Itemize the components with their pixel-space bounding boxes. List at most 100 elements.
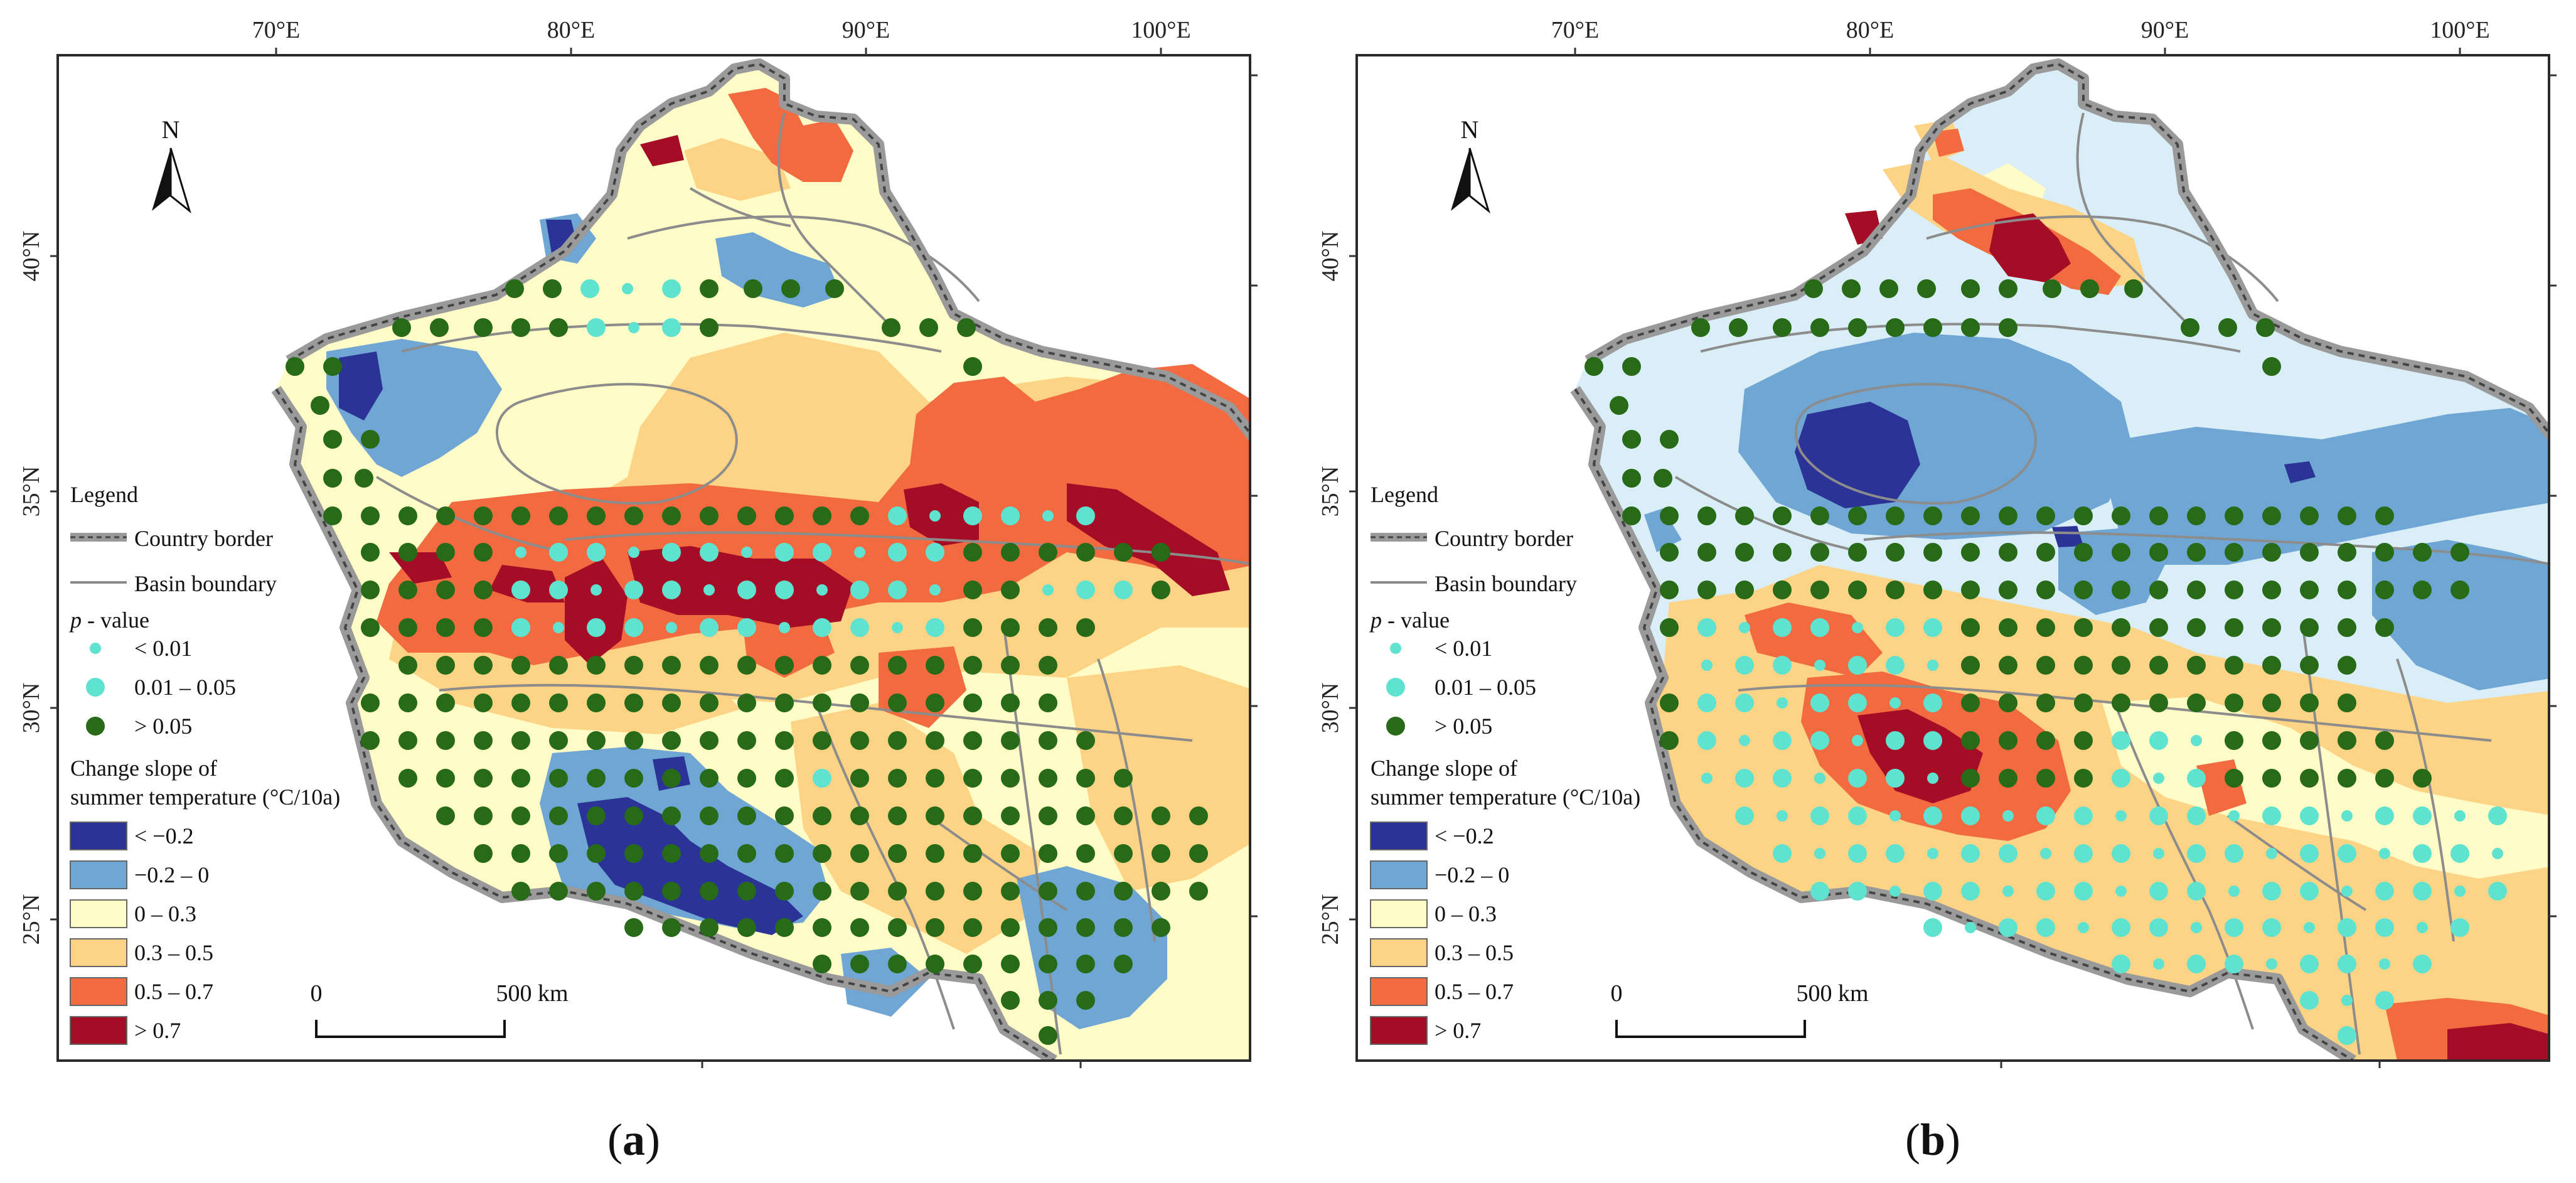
legend-slope-class-label: 0 – 0.3 <box>134 901 196 926</box>
station-point-nonsignificant <box>1810 506 1829 525</box>
station-point-significant <box>1773 844 1792 863</box>
station-point-nonsignificant <box>1923 318 1942 337</box>
station-point-nonsignificant <box>398 543 417 562</box>
station-point-nonsignificant <box>1189 882 1208 901</box>
station-point-nonsignificant <box>511 693 530 712</box>
station-point-nonsignificant <box>963 955 982 973</box>
station-point-nonsignificant <box>1697 581 1716 599</box>
station-point-nonsignificant <box>963 806 982 825</box>
station-point-nonsignificant <box>700 318 719 337</box>
station-point-nonsignificant <box>781 279 800 298</box>
lon-label: 80°E <box>1846 17 1894 43</box>
station-point-nonsignificant <box>926 955 944 973</box>
legend-slope-class-label: 0.5 – 0.7 <box>134 979 213 1004</box>
station-point-significant <box>2036 918 2055 937</box>
station-point-nonsignificant <box>1152 882 1170 901</box>
station-point-significant <box>1042 584 1054 596</box>
north-label: N <box>162 115 180 144</box>
station-point-nonsignificant <box>549 806 568 825</box>
station-point-significant <box>1999 844 2018 863</box>
station-point-nonsignificant <box>2124 279 2143 298</box>
station-point-significant <box>2379 848 2390 859</box>
station-point-significant <box>1735 693 1754 712</box>
station-point-nonsignificant <box>963 918 982 937</box>
station-point-significant <box>2450 844 2469 863</box>
station-point-nonsignificant <box>888 806 907 825</box>
station-point-nonsignificant <box>1076 731 1095 750</box>
station-point-significant <box>2002 886 2014 897</box>
station-point-nonsignificant <box>1810 543 1829 562</box>
station-point-significant <box>888 543 907 562</box>
station-point-significant <box>1810 693 1829 712</box>
station-point-nonsignificant <box>926 882 944 901</box>
station-point-significant <box>624 581 643 599</box>
station-point-nonsignificant <box>1961 581 1980 599</box>
station-point-significant <box>1814 660 1825 671</box>
station-point-nonsignificant <box>662 844 681 863</box>
station-point-nonsignificant <box>1039 1026 1057 1045</box>
station-point-nonsignificant <box>1886 506 1905 525</box>
station-point-significant <box>888 581 907 599</box>
legend-basin-boundary: Basin boundary <box>134 571 277 596</box>
station-point-nonsignificant <box>436 618 455 637</box>
station-point-significant <box>1848 656 1867 675</box>
station-point-significant <box>1735 656 1754 675</box>
station-point-significant <box>1773 656 1792 675</box>
station-point-significant <box>1814 773 1825 784</box>
station-point-nonsignificant <box>549 731 568 750</box>
station-point-significant <box>2450 918 2469 937</box>
station-point-significant <box>2149 918 2168 937</box>
legend-country-border: Country border <box>134 526 273 551</box>
north-arrow-b: N <box>1451 115 1490 214</box>
station-point-nonsignificant <box>323 469 342 488</box>
legend-slope-title: summer temperature (°C/10a) <box>1371 784 1640 810</box>
station-point-significant <box>813 769 831 788</box>
station-point-nonsignificant <box>436 581 455 599</box>
p-class-swatch <box>86 717 105 736</box>
station-point-nonsignificant <box>1039 918 1057 937</box>
station-point-nonsignificant <box>1691 318 1710 337</box>
station-point-significant <box>1735 769 1754 788</box>
station-point-nonsignificant <box>323 357 342 376</box>
map-frame-b <box>1355 54 2550 1062</box>
station-point-significant <box>1961 844 1980 863</box>
station-point-nonsignificant <box>1585 357 1603 376</box>
station-point-significant <box>580 279 599 298</box>
station-point-nonsignificant <box>1001 656 1020 675</box>
station-point-nonsignificant <box>587 882 606 901</box>
legend-p-class-label: > 0.05 <box>134 714 192 739</box>
legend-p-class-label: 0.01 – 0.05 <box>134 675 236 700</box>
station-point-nonsignificant <box>1039 955 1057 973</box>
station-point-significant <box>2149 731 2168 750</box>
station-point-nonsignificant <box>1773 543 1792 562</box>
station-point-significant <box>1810 806 1829 825</box>
station-point-nonsignificant <box>1001 844 1020 863</box>
lon-label: 100°E <box>1131 17 1190 43</box>
station-point-nonsignificant <box>700 918 719 937</box>
station-point-significant <box>2225 844 2243 863</box>
station-point-nonsignificant <box>1076 918 1095 937</box>
station-point-nonsignificant <box>1076 543 1095 562</box>
station-point-nonsignificant <box>1039 731 1057 750</box>
station-point-nonsignificant <box>2300 506 2319 525</box>
station-point-significant <box>2149 882 2168 901</box>
station-point-significant <box>1697 731 1716 750</box>
station-point-nonsignificant <box>700 731 719 750</box>
station-point-significant <box>1076 506 1095 525</box>
station-point-nonsignificant <box>1810 318 1829 337</box>
legend-slope-class-label: > 0.7 <box>1435 1018 1481 1043</box>
station-point-nonsignificant <box>1999 318 2018 337</box>
station-point-significant <box>2002 810 2014 822</box>
station-point-nonsignificant <box>624 806 643 825</box>
lat-label: 40°N <box>18 231 45 282</box>
station-point-significant <box>1889 810 1901 822</box>
station-point-significant <box>1886 731 1905 750</box>
station-point-nonsignificant <box>2074 506 2093 525</box>
station-point-nonsignificant <box>1152 918 1170 937</box>
station-point-nonsignificant <box>2375 769 2394 788</box>
station-point-nonsignificant <box>398 731 417 750</box>
station-point-nonsignificant <box>2036 769 2055 788</box>
station-point-nonsignificant <box>1654 469 1672 488</box>
station-point-nonsignificant <box>737 806 756 825</box>
station-point-nonsignificant <box>963 543 982 562</box>
